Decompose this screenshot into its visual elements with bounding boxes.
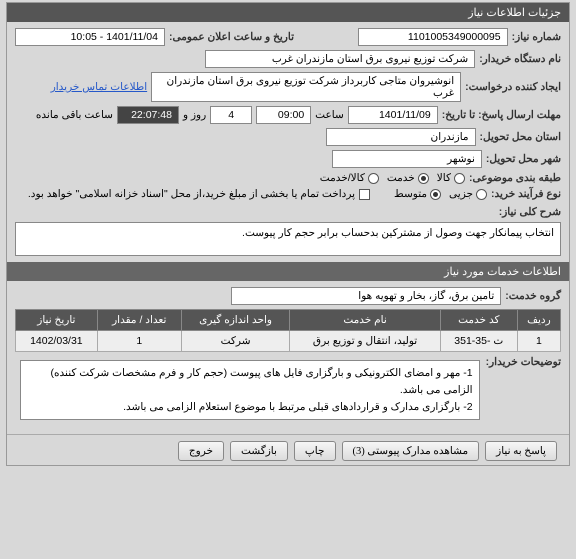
panel-body: شماره نیاز: 1101005349000095 تاریخ و ساع…	[7, 22, 569, 430]
time-label: ساعت	[315, 109, 344, 121]
service-group-field: تامین برق، گاز، بخار و تهویه هوا	[231, 287, 501, 305]
remain-label: ساعت باقی مانده	[36, 109, 113, 121]
panel-title: جزئیات اطلاعات نیاز	[7, 3, 569, 22]
th-row: ردیف	[517, 310, 560, 331]
th-name: نام خدمت	[290, 310, 440, 331]
services-table: ردیف کد خدمت نام خدمت واحد اندازه گیری ت…	[15, 309, 561, 352]
note-1: 1- مهر و امضای الکترونیکی و بارگزاری فای…	[27, 365, 473, 399]
attachments-button[interactable]: مشاهده مدارک پیوستی (3)	[342, 441, 480, 461]
buyer-org-field: شرکت توزیع نیروی برق استان مازندران غرب	[205, 50, 475, 68]
details-panel: جزئیات اطلاعات نیاز شماره نیاز: 11010053…	[6, 2, 570, 466]
th-date: تاریخ نیاز	[16, 310, 98, 331]
print-button[interactable]: چاپ	[294, 441, 336, 461]
creator-label: ایجاد کننده درخواست:	[465, 81, 561, 93]
radio-jozi[interactable]: جزیی	[449, 188, 487, 200]
radio-kalakhadmat[interactable]: کالا/خدمت	[320, 172, 379, 184]
city-label: شهر محل تحویل:	[486, 153, 561, 165]
buyer-notes-box: 1- مهر و امضای الکترونیکی و بارگزاری فای…	[20, 360, 480, 420]
announce-dt-label: تاریخ و ساعت اعلان عمومی:	[169, 31, 294, 43]
desc-title: شرح کلی نیاز:	[499, 206, 561, 218]
need-no-field: 1101005349000095	[358, 28, 508, 46]
exit-button[interactable]: خروج	[178, 441, 224, 461]
deadline-label: مهلت ارسال پاسخ: تا تاریخ:	[442, 109, 561, 121]
days-remain-field: 4	[210, 106, 252, 124]
buyer-org-label: نام دستگاه خریدار:	[479, 53, 561, 65]
table-row: 1 ت -35-351 تولید، انتقال و توزیع برق شر…	[16, 331, 561, 352]
partial-pay-checkbox[interactable]	[359, 189, 370, 200]
radio-kala[interactable]: کالا	[437, 172, 465, 184]
desc-box: انتخاب پیمانکار جهت وصول از مشترکین بدحس…	[15, 222, 561, 256]
note-2: 2- بارگزاری مدارک و قراردادهای قبلی مرتب…	[27, 399, 473, 416]
countdown-field: 22:07:48	[117, 106, 179, 124]
province-label: استان محل تحویل:	[480, 131, 561, 143]
deadline-date-field: 1401/11/09	[348, 106, 438, 124]
city-field: نوشهر	[332, 150, 482, 168]
proc-radio-group: جزیی متوسط	[394, 188, 487, 200]
class-radio-group: کالا خدمت کالا/خدمت	[320, 172, 465, 184]
radio-motavaset[interactable]: متوسط	[394, 188, 441, 200]
back-button[interactable]: بازگشت	[230, 441, 288, 461]
creator-field: انوشیروان متاجی کاربرداز شرکت توزیع نیرو…	[151, 72, 461, 102]
class-label: طبقه بندی موضوعی:	[469, 172, 561, 184]
th-code: کد خدمت	[440, 310, 517, 331]
proc-type-label: نوع فرآیند خرید:	[491, 188, 561, 200]
days-label: روز و	[183, 109, 206, 121]
reply-button[interactable]: پاسخ به نیاز	[485, 441, 557, 461]
services-section-header: اطلاعات خدمات مورد نیاز	[7, 262, 569, 281]
deadline-time-field: 09:00	[256, 106, 311, 124]
partial-pay-label: پرداخت تمام یا بخشی از مبلغ خرید،از محل …	[28, 188, 355, 200]
buyer-contact-link[interactable]: اطلاعات تماس خریدار	[51, 81, 147, 93]
radio-khadmat[interactable]: خدمت	[387, 172, 429, 184]
buyer-notes-label: توضیحات خریدار:	[486, 356, 561, 368]
need-no-label: شماره نیاز:	[512, 31, 561, 43]
th-qty: تعداد / مقدار	[97, 310, 181, 331]
th-unit: واحد اندازه گیری	[181, 310, 290, 331]
announce-dt-field: 1401/11/04 - 10:05	[15, 28, 165, 46]
button-bar: پاسخ به نیاز مشاهده مدارک پیوستی (3) چاپ…	[7, 434, 569, 465]
province-field: مازندران	[326, 128, 476, 146]
service-group-label: گروه خدمت:	[505, 290, 561, 302]
